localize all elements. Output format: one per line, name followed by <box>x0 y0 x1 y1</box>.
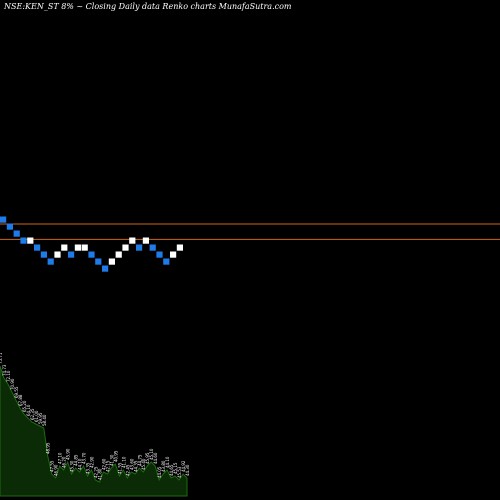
volume-label: 42.45 <box>125 464 130 476</box>
renko-brick-down <box>163 258 170 265</box>
renko-brick-up <box>115 251 122 258</box>
volume-label: 44.10 <box>78 458 83 470</box>
renko-brick-down <box>13 230 20 237</box>
volume-label: 43.70 <box>82 452 87 464</box>
volume-label: 65.20 <box>22 400 27 412</box>
renko-bricks <box>0 216 183 272</box>
volume-label: 44.75 <box>137 454 142 466</box>
volume-area <box>0 365 188 497</box>
renko-brick-down <box>47 258 54 265</box>
volume-label: 46.20 <box>62 456 67 468</box>
volume-label: 70.90 <box>10 378 15 390</box>
renko-brick-down <box>156 251 163 258</box>
volume-panel <box>0 365 188 497</box>
volume-label: 43.80 <box>161 460 166 472</box>
renko-brick-down <box>95 258 102 265</box>
volume-label: 67.88 <box>18 394 23 406</box>
volume-label: 44.35 <box>133 460 138 472</box>
renko-brick-up <box>122 244 129 251</box>
volume-label: 41.30 <box>109 454 114 466</box>
volume-label: 45.10 <box>149 448 154 460</box>
volume-label: 61.00 <box>34 410 39 422</box>
volume-label: 48.95 <box>46 442 51 454</box>
volume-label: 44.60 <box>153 452 158 464</box>
volume-label: 41.55 <box>117 462 122 474</box>
renko-brick-up <box>176 244 183 251</box>
volume-label: 47.55 <box>50 460 55 472</box>
renko-brick-up <box>129 237 136 244</box>
volume-labels: 75.7174.7372.1070.9069.5567.8865.2064.10… <box>0 352 190 480</box>
renko-brick-up <box>170 251 177 258</box>
renko-brick-down <box>102 265 109 272</box>
renko-brick-down <box>40 251 47 258</box>
volume-label: 42.25 <box>93 466 98 478</box>
renko-brick-down <box>20 237 27 244</box>
renko-brick-down <box>149 244 156 251</box>
volume-label: 44.05 <box>157 466 162 478</box>
volume-label: 69.55 <box>14 386 19 398</box>
volume-label: 75.71 <box>0 352 3 364</box>
volume-label: 43.60 <box>129 458 134 470</box>
renko-brick-down <box>6 223 13 230</box>
volume-label: 40.95 <box>113 450 118 462</box>
volume-label: 44.65 <box>169 464 174 476</box>
volume-label: 64.10 <box>26 404 31 416</box>
volume-label: 47.10 <box>58 452 63 464</box>
renko-brick-up <box>81 244 88 251</box>
volume-label: 45.90 <box>66 448 71 460</box>
volume-label: 41.80 <box>97 468 102 480</box>
renko-brick-up <box>74 244 81 251</box>
volume-label: 45.95 <box>145 452 150 464</box>
reference-lines <box>0 223 500 240</box>
volume-label: 45.30 <box>70 460 75 472</box>
renko-brick-up <box>54 251 61 258</box>
volume-label: 74.73 <box>2 364 7 376</box>
volume-label: 41.10 <box>121 456 126 468</box>
renko-brick-up <box>142 237 149 244</box>
volume-label: 44.10 <box>165 456 170 468</box>
renko-brick-down <box>88 251 95 258</box>
renko-brick-down <box>34 244 41 251</box>
chart-title: NSE:KEN_ST 8% ~ Closing Daily data Renko… <box>4 2 292 11</box>
volume-label: 46.90 <box>54 464 59 476</box>
volume-label: 43.35 <box>86 462 91 474</box>
volume-label: 44.30 <box>185 464 190 476</box>
renko-brick-up <box>27 237 34 244</box>
volume-label: 72.10 <box>6 370 11 382</box>
volume-label: 58.40 <box>42 414 47 426</box>
volume-label: 59.95 <box>38 412 43 424</box>
renko-brick-up <box>108 258 115 265</box>
volume-label: 45.15 <box>173 462 178 474</box>
volume-label: 42.15 <box>105 460 110 472</box>
volume-label: 42.90 <box>90 456 95 468</box>
volume-label: 42.60 <box>101 458 106 470</box>
volume-label: 44.85 <box>74 454 79 466</box>
renko-brick-down <box>136 244 143 251</box>
renko-brick-down <box>0 216 7 223</box>
volume-label: 45.40 <box>141 458 146 470</box>
renko-brick-down <box>68 251 75 258</box>
volume-label: 62.35 <box>30 408 35 420</box>
volume-label: 45.53 <box>177 466 182 478</box>
volume-label: 44.92 <box>181 460 186 472</box>
renko-brick-up <box>61 244 68 251</box>
